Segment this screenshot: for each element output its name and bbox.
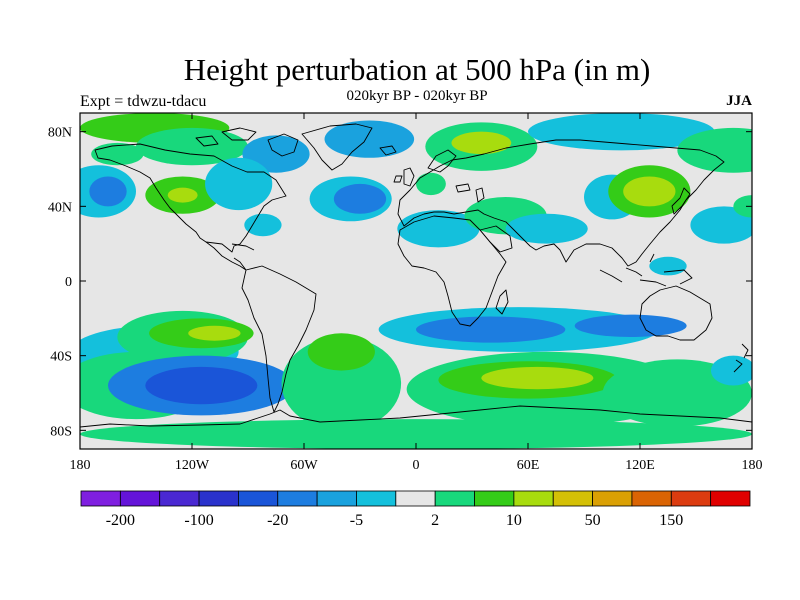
coastline-north-america	[94, 143, 287, 253]
height-field-region-24	[690, 206, 752, 244]
colorbar-box-9	[434, 490, 475, 507]
colorbar-label-4: 2	[431, 512, 439, 529]
height-field-region-18	[397, 210, 480, 248]
height-field-region-41	[481, 366, 594, 390]
colorbar-box-7	[356, 490, 397, 507]
colorbar-box-12	[552, 490, 593, 507]
height-field-region-1	[136, 127, 248, 166]
coastline-eurasia	[397, 139, 725, 267]
height-field-region-16	[333, 183, 387, 214]
height-field-region-17	[416, 172, 446, 196]
y-tick-label-0: 80N	[48, 126, 72, 141]
height-field-region-23	[623, 176, 676, 207]
colorbar-box-5	[277, 490, 318, 507]
coastline-british-isles	[393, 167, 415, 187]
height-field-region-44	[80, 419, 752, 449]
x-tick-label-4: 60E	[517, 458, 540, 473]
height-field-region-2	[91, 142, 144, 166]
colorbar-label-3: -5	[350, 512, 363, 529]
y-tick-label-1: 40N	[48, 200, 72, 215]
colorbar-box-11	[513, 490, 554, 507]
colorbar: -200 -100 -20 -5 2 10 50 150	[80, 490, 751, 529]
colorbar-box-14	[631, 490, 672, 507]
colorbar-box-4	[238, 490, 279, 507]
colorbar-label-0: -200	[106, 512, 135, 529]
x-tick-label-5: 120E	[625, 458, 655, 473]
coastline-scandinavia	[427, 149, 457, 173]
axis-ticks: 180 120W 60W 0 60E 120E 180 80N 40N 0 40S 80S	[48, 113, 763, 473]
coastline-layer	[80, 123, 752, 428]
height-field-region-33	[145, 366, 258, 405]
colorbar-box-6	[316, 490, 357, 507]
height-field-region-12	[167, 187, 198, 203]
height-field-region-25	[733, 195, 752, 218]
colorbar-box-13	[592, 490, 633, 507]
experiment-label: Expt = tdwzu-tdacu	[80, 93, 207, 110]
x-tick-label-6: 180	[742, 458, 763, 473]
colorbar-box-2	[159, 490, 200, 507]
height-field-region-6	[451, 131, 512, 155]
colorbar-label-6: 50	[585, 512, 601, 529]
colorbar-box-10	[474, 490, 515, 507]
coastline-antarctica	[80, 405, 752, 428]
colorbar-box-15	[670, 490, 712, 507]
height-field-region-38	[574, 314, 687, 337]
x-tick-label-3: 0	[413, 458, 420, 473]
height-field-region-35	[307, 333, 375, 371]
y-tick-label-4: 80S	[50, 424, 72, 439]
page-subtitle: 020kyr BP - 020kyr BP	[346, 88, 488, 104]
coastline-new-zealand	[733, 343, 749, 373]
coastline-cuba	[231, 243, 255, 251]
colorbar-label-2: -20	[267, 512, 288, 529]
coastline-madagascar	[495, 289, 509, 315]
coastline-central-america	[205, 241, 247, 271]
coastline-indonesia	[599, 253, 693, 287]
coastline-australia	[639, 285, 713, 341]
colorbar-label-1: -100	[184, 512, 213, 529]
height-field-region-4	[324, 120, 415, 158]
colorbar-box-1	[119, 490, 161, 507]
season-label: JJA	[726, 93, 752, 109]
colorbar-box-0	[80, 490, 121, 507]
height-field-region-20	[505, 213, 588, 244]
height-field-region-8	[677, 127, 752, 173]
y-tick-label-3: 40S	[50, 350, 72, 365]
colorbar-box-8	[395, 490, 436, 507]
height-field-region-13	[205, 157, 273, 211]
height-field-region-7	[528, 113, 715, 151]
coastline-greenland	[301, 123, 373, 171]
coastline-japan	[671, 187, 691, 215]
y-tick-label-2: 0	[65, 275, 72, 290]
x-tick-label-2: 60W	[290, 458, 318, 473]
coastline-baffin	[267, 133, 299, 157]
x-tick-label-1: 120W	[175, 458, 210, 473]
colorbar-label-5: 10	[506, 512, 522, 529]
coastline-inland-seas	[455, 183, 485, 203]
height-field-region-26	[649, 256, 687, 276]
height-field-region-10	[89, 176, 127, 207]
coastline-africa	[397, 215, 507, 327]
coastline-arabia	[479, 225, 513, 253]
height-field-layer	[80, 113, 752, 449]
coastline-south-america	[241, 265, 317, 413]
x-tick-label-0: 180	[70, 458, 91, 473]
height-field-region-37	[416, 316, 566, 343]
coastline-arctic-islands	[195, 127, 257, 147]
height-field-region-14	[244, 213, 282, 237]
height-field-region-43	[710, 355, 752, 386]
page-title: Height perturbation at 500 hPa (in m)	[183, 52, 651, 87]
colorbar-box-16	[710, 490, 751, 507]
colorbar-label-7: 150	[659, 512, 683, 529]
height-field-region-30	[188, 325, 241, 341]
colorbar-box-3	[198, 490, 239, 507]
coastline-iceland	[379, 145, 397, 156]
